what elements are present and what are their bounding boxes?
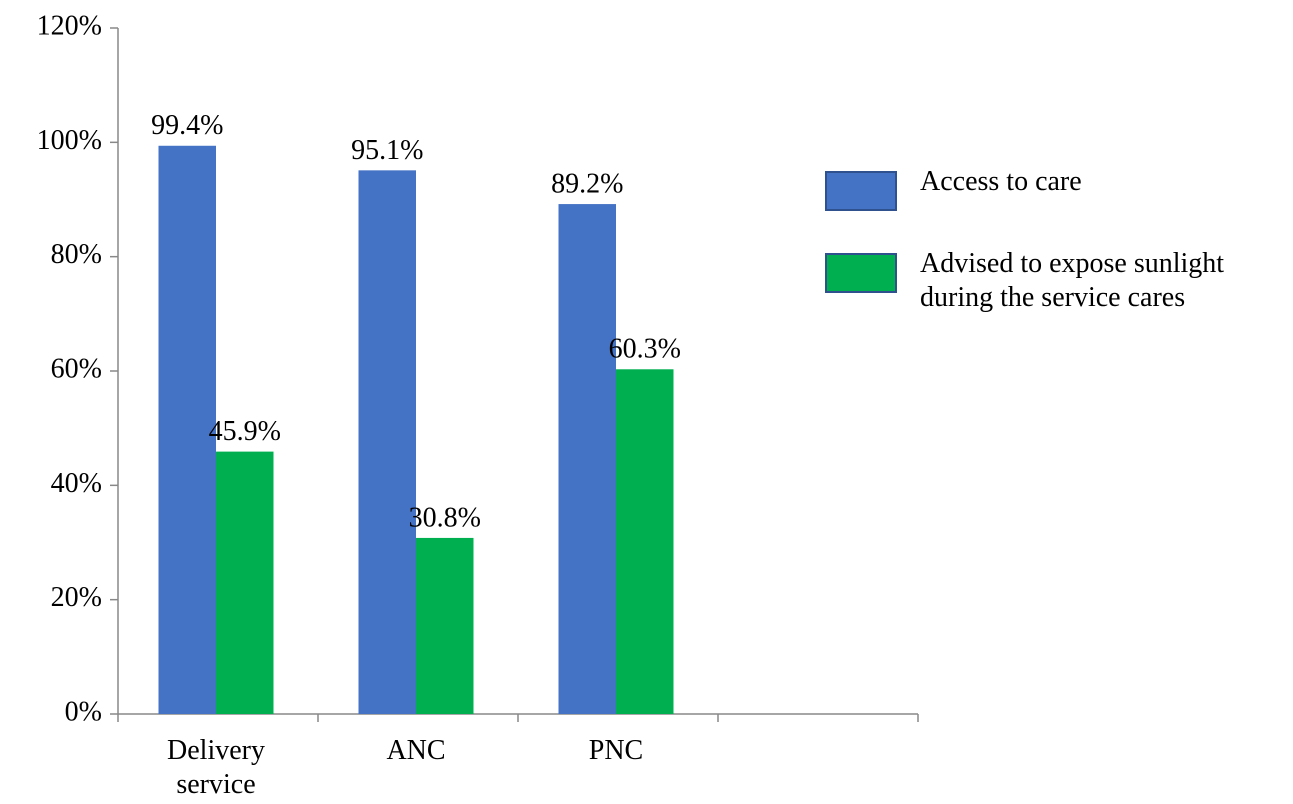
y-tick-label: 20% [51,582,102,613]
y-tick-label: 60% [51,353,102,384]
data-label: 30.8% [409,502,481,533]
bar [158,145,216,715]
legend-swatch [825,253,897,293]
y-tick-label: 40% [51,468,102,499]
x-tick-label: ANC [386,735,446,766]
legend-swatch [825,171,897,211]
bar [616,369,674,714]
y-tick-label: 120% [37,10,102,41]
y-tick-label: 100% [37,125,102,156]
bar [216,451,274,714]
data-label: 45.9% [209,416,281,447]
data-label: 95.1% [351,135,423,166]
bar [416,537,474,714]
bar [358,170,416,715]
legend-label: Advised to expose sunlight during the se… [920,248,1225,313]
data-label: 99.4% [151,110,223,141]
bar [558,204,616,714]
data-label: 60.3% [609,334,681,365]
x-tick-label: Delivery service [167,735,265,800]
y-tick-label: 80% [51,239,102,270]
y-tick-label: 0% [65,696,102,727]
x-tick-label: PNC [588,735,644,766]
legend-label: Access to care [920,166,1082,197]
data-label: 89.2% [551,168,623,199]
